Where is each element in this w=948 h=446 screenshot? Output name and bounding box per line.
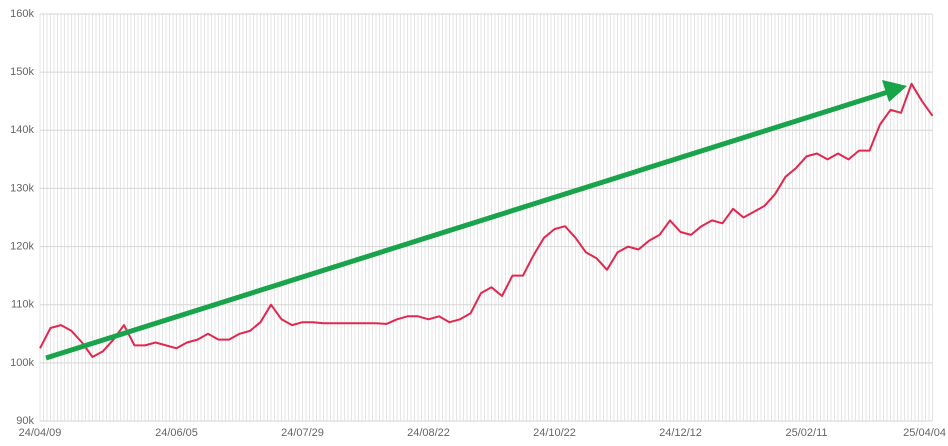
price-line <box>39 82 934 358</box>
x-tick-label: 25/02/11 <box>785 427 827 439</box>
x-tick-label: 24/04/09 <box>19 427 62 439</box>
y-tick-label: 130k <box>10 182 34 194</box>
x-tick-label: 25/04/04 <box>903 427 946 439</box>
y-tick-label: 120k <box>10 240 34 252</box>
trend-arrow-head <box>882 80 907 102</box>
vertical-grid <box>39 14 933 421</box>
y-tick-label: 110k <box>11 299 35 311</box>
x-tick-label: 24/12/12 <box>659 427 702 439</box>
x-tick-label: 24/08/22 <box>407 427 450 439</box>
x-tick-label: 24/06/05 <box>155 427 198 439</box>
y-tick-label: 100k <box>10 357 34 369</box>
trend-arrow-shaft <box>45 89 889 361</box>
y-tick-label: 160k <box>10 8 34 20</box>
x-tick-label: 24/07/29 <box>281 427 324 439</box>
y-tick-label: 140k <box>10 124 34 136</box>
y-tick-label: 150k <box>10 66 34 78</box>
x-tick-label: 24/10/22 <box>533 427 576 439</box>
y-tick-label: 90k <box>16 415 34 427</box>
